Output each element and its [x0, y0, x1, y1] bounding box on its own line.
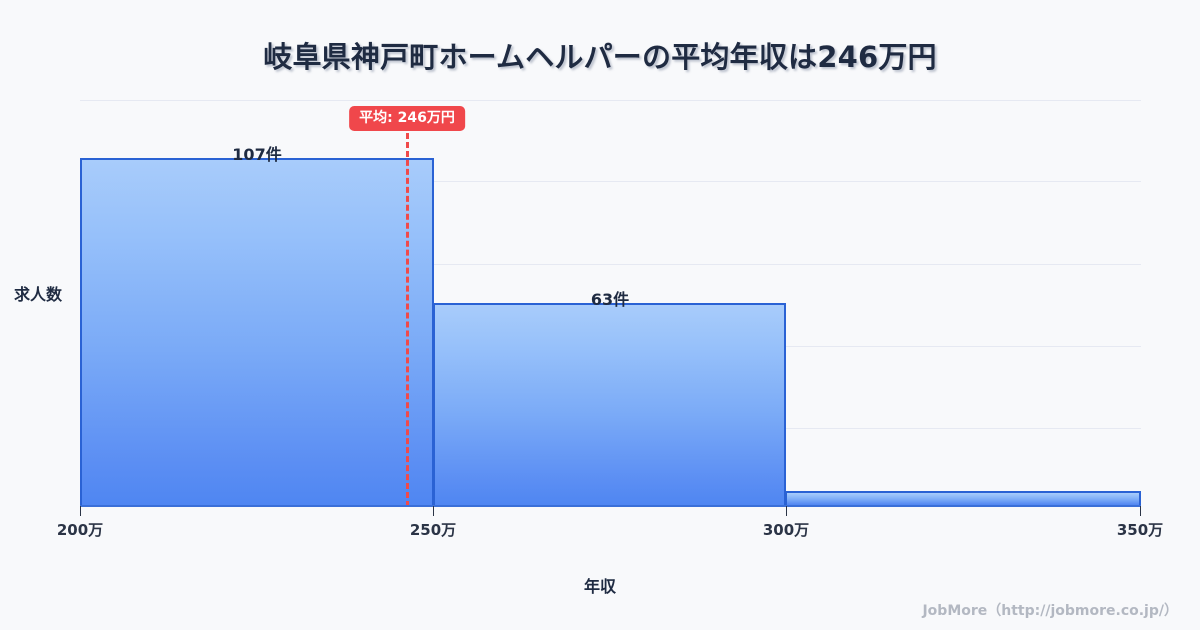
- average-badge: 平均: 246万円: [349, 106, 465, 132]
- bar-250-300[interactable]: [433, 303, 786, 507]
- x-tick-mark: [1140, 506, 1141, 516]
- page-title: 岐阜県神戸町ホームヘルパーの平均年収は246万円: [263, 40, 937, 74]
- x-tick-label-300: 300万: [762, 521, 810, 539]
- bar-value-label-2: 63件: [590, 290, 630, 309]
- gridline: [80, 100, 1141, 101]
- average-dashed-line: [406, 133, 409, 507]
- bar-value-label-1: 107件: [232, 145, 282, 164]
- x-tick-label-200: 200万: [56, 521, 104, 539]
- bar-200-250[interactable]: [80, 158, 434, 507]
- x-tick-label-350: 350万: [1116, 521, 1164, 539]
- x-tick-mark: [80, 506, 81, 516]
- x-tick-mark: [433, 506, 434, 516]
- y-axis-title: 求人数: [14, 285, 63, 304]
- x-axis-line: [80, 505, 1141, 507]
- x-axis-title: 年収: [583, 577, 616, 596]
- gridline: [80, 264, 1141, 265]
- watermark: JobMore（http://jobmore.co.jp/）: [922, 603, 1178, 619]
- x-tick-mark: [786, 506, 787, 516]
- x-tick-label-250: 250万: [409, 521, 457, 539]
- gridline: [80, 181, 1141, 182]
